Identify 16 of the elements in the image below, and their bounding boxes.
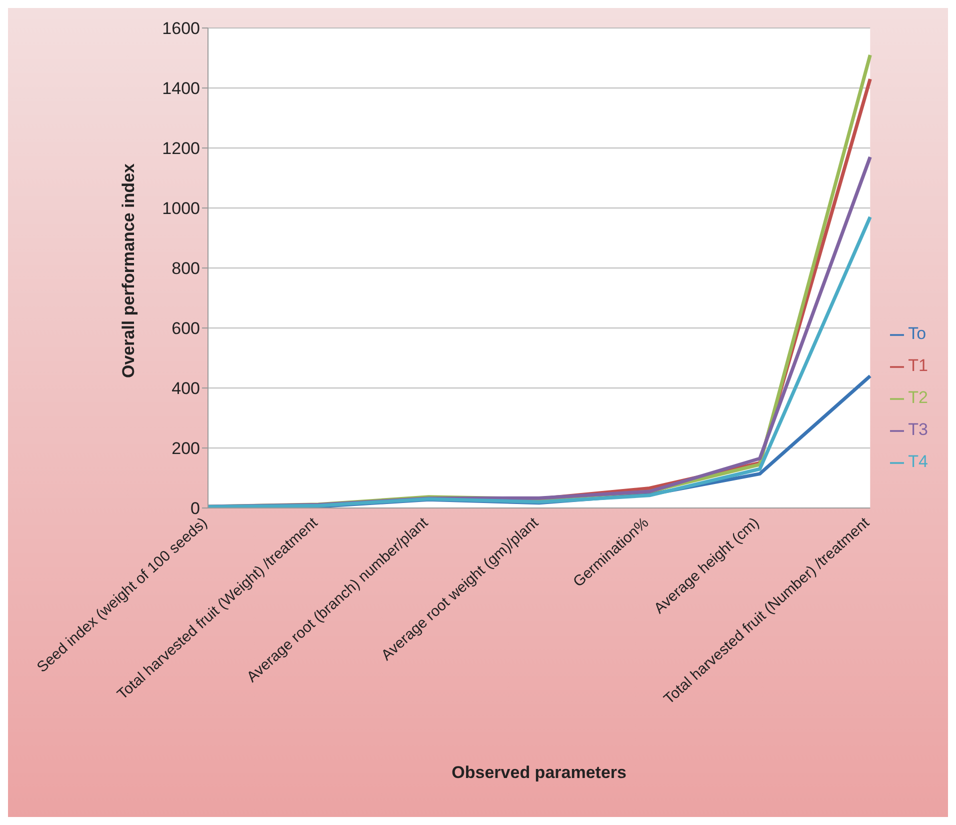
legend-label: T4 [908, 452, 928, 471]
legend-label: To [908, 324, 926, 343]
y-tick-label: 1200 [162, 139, 200, 158]
y-tick-label: 1000 [162, 199, 200, 218]
y-tick-label: 200 [172, 439, 200, 458]
y-tick-label: 600 [172, 319, 200, 338]
x-axis-title: Observed parameters [452, 763, 626, 782]
y-tick-label: 0 [190, 499, 200, 518]
y-tick-label: 800 [172, 259, 200, 278]
y-tick-label: 400 [172, 379, 200, 398]
y-tick-label: 1600 [162, 19, 200, 38]
legend-label: T1 [908, 356, 928, 375]
y-tick-label: 1400 [162, 79, 200, 98]
legend-label: T2 [908, 388, 928, 407]
legend-label: T3 [908, 420, 928, 439]
y-axis-title: Overall performance index [119, 162, 138, 378]
